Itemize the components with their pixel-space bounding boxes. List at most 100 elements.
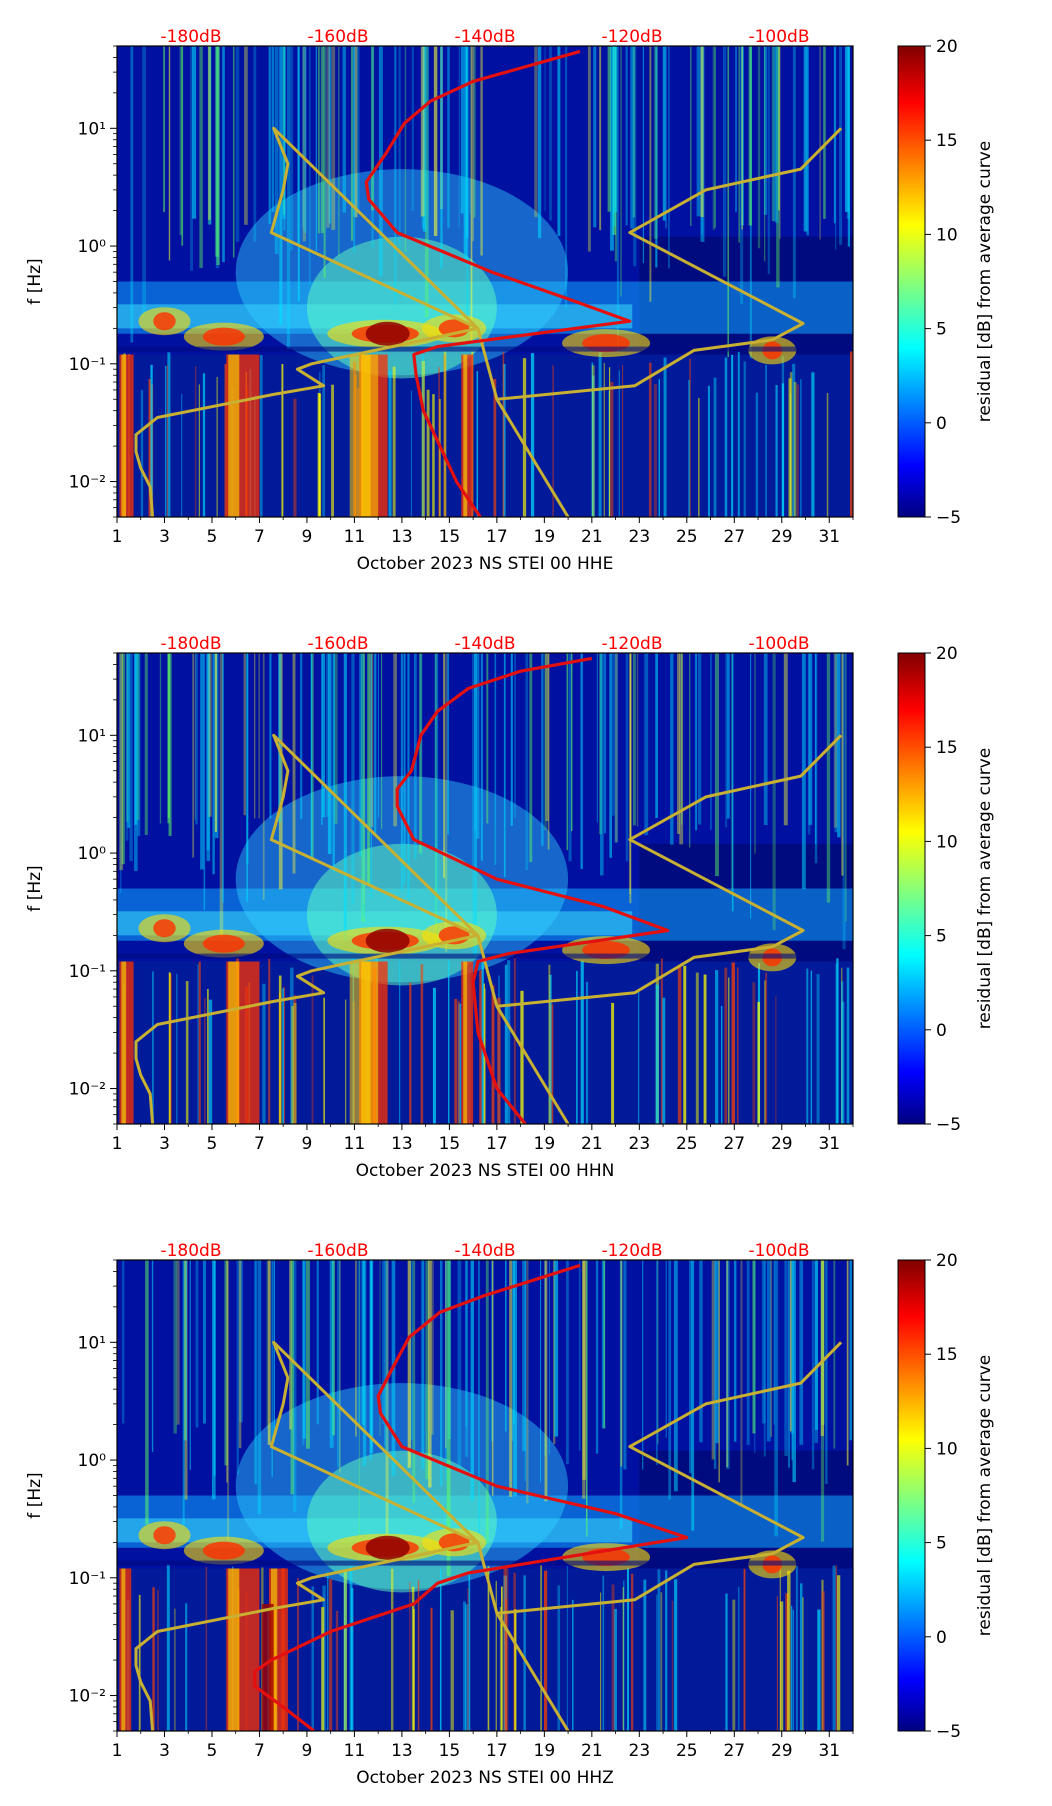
colorbar-tick-label: 20 [936, 644, 958, 664]
x-tick-label: 31 [818, 1741, 840, 1761]
top-db-tick-label: -100dB [748, 27, 809, 47]
colorbar-label: residual [dB] from average curve [975, 141, 995, 422]
x-tick-label: 3 [159, 1134, 170, 1154]
colorbar-gradient [897, 1259, 926, 1732]
x-axis-label: October 2023 NS STEI 00 HHE [357, 554, 614, 574]
x-tick-label: 15 [439, 527, 461, 547]
colorbar-gradient [897, 652, 926, 1125]
x-tick-label: 13 [391, 527, 413, 547]
top-db-tick-label: -180dB [160, 27, 221, 47]
y-axis-label: f [Hz] [25, 1472, 45, 1518]
x-tick-label: 1 [112, 1134, 123, 1154]
x-tick-label: 27 [723, 1134, 745, 1154]
x-tick-label: 17 [486, 1134, 508, 1154]
colorbar-tick-label: −5 [936, 508, 961, 528]
y-tick-label: 10⁻¹ [69, 962, 106, 982]
x-tick-label: 23 [629, 527, 651, 547]
x-tick-label: 5 [207, 1741, 218, 1761]
y-axis-label: f [Hz] [25, 865, 45, 911]
x-tick-label: 7 [254, 1134, 265, 1154]
x-tick-label: 21 [581, 527, 603, 547]
x-tick-label: 19 [534, 527, 556, 547]
top-db-tick-label: -140dB [454, 1241, 515, 1261]
y-tick-label: 10¹ [78, 1333, 106, 1353]
colorbar-tick-label: 10 [936, 225, 958, 245]
x-tick-label: 23 [629, 1741, 651, 1761]
top-db-tick-label: -140dB [454, 27, 515, 47]
x-tick-label: 9 [302, 1134, 313, 1154]
colorbar-tick-label: −5 [936, 1722, 961, 1742]
x-tick-label: 25 [676, 527, 698, 547]
x-tick-label: 7 [254, 1741, 265, 1761]
reference-model-curve [134, 126, 843, 517]
x-tick-label: 29 [771, 1741, 793, 1761]
colorbar-tick-label: 15 [936, 131, 958, 151]
x-tick-label: 11 [344, 1741, 366, 1761]
colorbar: 20 15 10 5 0 −5 residual [dB] from average cur… [897, 644, 995, 1135]
x-tick-label: 7 [254, 527, 265, 547]
x-tick-label: 29 [771, 1134, 793, 1154]
x-tick-label: 25 [676, 1741, 698, 1761]
x-tick-label: 3 [159, 1741, 170, 1761]
top-db-tick-label: -160dB [307, 634, 368, 654]
colorbar-tick-label: 5 [936, 1534, 947, 1554]
x-tick-label: 17 [486, 1741, 508, 1761]
x-tick-label: 9 [302, 1741, 313, 1761]
x-tick-label: 5 [207, 527, 218, 547]
spectrogram-panel-3: 1 3 5 7 9 11 13 15 17 19 21 23 25 27 29 3110¹10⁰10⁻¹10⁻… [25, 1241, 995, 1788]
top-db-tick-label: -120dB [601, 27, 662, 47]
y-tick-label: 10⁰ [78, 844, 107, 864]
y-tick-label: 10¹ [78, 119, 106, 139]
average-psd-curve [395, 656, 670, 1124]
x-tick-label: 19 [534, 1134, 556, 1154]
x-tick-label: 23 [629, 1134, 651, 1154]
colorbar-tick-label: 10 [936, 832, 958, 852]
average-psd-curve [253, 1263, 689, 1731]
colorbar-tick-label: 10 [936, 1439, 958, 1459]
y-tick-label: 10⁰ [78, 237, 107, 257]
spectrogram-panel-1: 1 3 5 7 9 11 13 15 17 19 21 23 25 27 29 3110¹10⁰10⁻¹10⁻… [25, 27, 995, 574]
colorbar-tick-label: 0 [936, 414, 947, 434]
colorbar-tick-label: 20 [936, 1251, 958, 1271]
top-db-tick-label: -160dB [307, 1241, 368, 1261]
x-axis-label: October 2023 NS STEI 00 HHZ [356, 1768, 614, 1788]
reference-model-curve [134, 733, 843, 1124]
colorbar-tick-label: 15 [936, 1345, 958, 1365]
x-tick-label: 13 [391, 1741, 413, 1761]
colorbar-tick-label: 20 [936, 37, 958, 57]
x-tick-label: 1 [112, 1741, 123, 1761]
x-tick-label: 11 [344, 1134, 366, 1154]
top-db-tick-label: -140dB [454, 634, 515, 654]
y-tick-label: 10⁻¹ [69, 355, 106, 375]
x-tick-label: 15 [439, 1741, 461, 1761]
heatmap-image [117, 1260, 853, 1731]
x-tick-label: 17 [486, 527, 508, 547]
x-tick-label: 9 [302, 527, 313, 547]
x-tick-label: 3 [159, 527, 170, 547]
y-tick-label: 10¹ [78, 726, 106, 746]
colorbar-tick-label: 5 [936, 927, 947, 947]
y-tick-label: 10⁻² [69, 1687, 106, 1707]
top-db-tick-label: -100dB [748, 1241, 809, 1261]
heatmap-image [117, 653, 853, 1124]
y-tick-label: 10⁻² [69, 473, 106, 493]
colorbar: 20 15 10 5 0 −5 residual [dB] from average cur… [897, 1251, 995, 1742]
y-tick-label: 10⁻¹ [69, 1569, 106, 1589]
top-db-tick-label: -160dB [307, 27, 368, 47]
colorbar-label: residual [dB] from average curve [975, 748, 995, 1029]
top-db-tick-label: -180dB [160, 1241, 221, 1261]
top-db-tick-label: -100dB [748, 634, 809, 654]
colorbar-tick-label: 15 [936, 738, 958, 758]
colorbar-tick-label: −5 [936, 1115, 961, 1135]
x-tick-label: 31 [818, 1134, 840, 1154]
reference-model-curve [134, 1340, 843, 1731]
heatmap-image [117, 46, 853, 517]
x-tick-label: 13 [391, 1134, 413, 1154]
y-tick-label: 10⁰ [78, 1451, 107, 1471]
colorbar-tick-label: 0 [936, 1021, 947, 1041]
x-axis-label: October 2023 NS STEI 00 HHN [356, 1161, 615, 1181]
spectrogram-panel-2: 1 3 5 7 9 11 13 15 17 19 21 23 25 27 29 3110¹10⁰10⁻¹10⁻… [25, 634, 995, 1181]
colorbar-gradient [897, 45, 926, 518]
top-db-tick-label: -120dB [601, 634, 662, 654]
